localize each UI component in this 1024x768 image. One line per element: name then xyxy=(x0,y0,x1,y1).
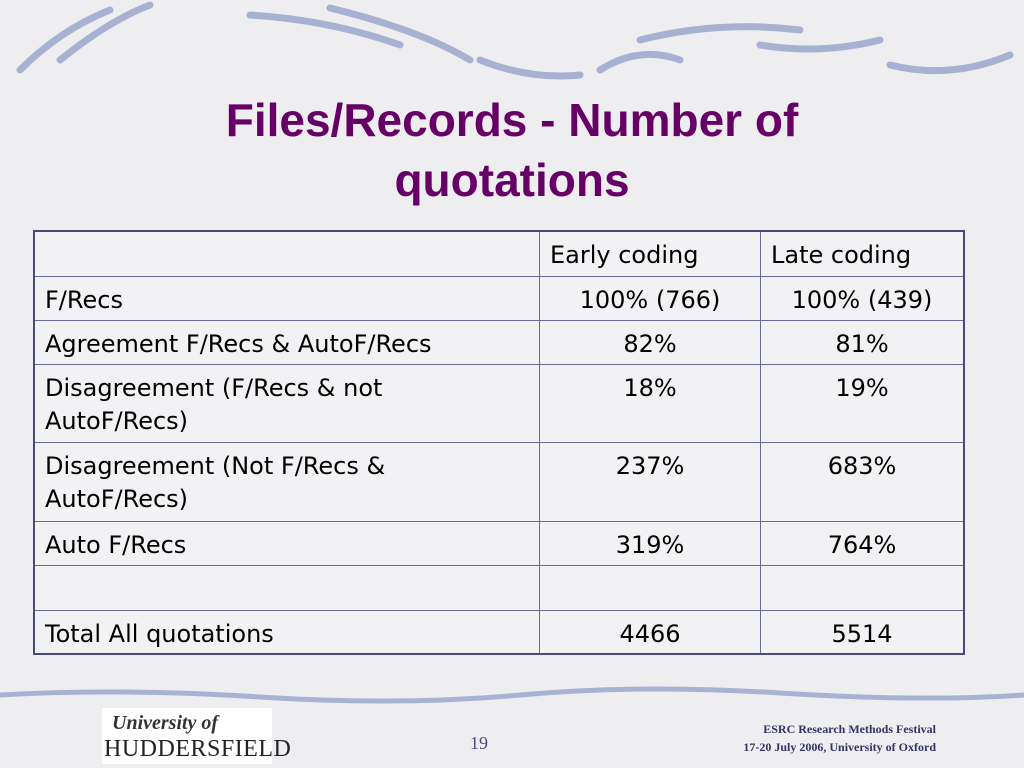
table-row xyxy=(33,564,965,611)
table-cell: 5514 xyxy=(760,609,965,655)
table-cell: 81% xyxy=(760,319,965,365)
table-row: F/Recs 100% (766) 100% (439) xyxy=(33,275,965,321)
table-cell xyxy=(33,230,540,277)
table-row: Total All quotations 4466 5514 xyxy=(33,609,965,655)
university-logo: University of HUDDERSFIELD xyxy=(102,708,291,764)
data-table: Early coding Late coding F/Recs 100% (766) 1… xyxy=(33,230,965,655)
table-cell: Late coding xyxy=(760,230,965,277)
table-cell: Auto F/Recs xyxy=(33,520,540,566)
table-row: Disagreement (Not F/Recs & AutoF/Recs) 23… xyxy=(33,441,965,522)
table-cell: 319% xyxy=(539,520,761,566)
table-cell: 18% xyxy=(539,363,761,443)
table-cell: F/Recs xyxy=(33,275,540,321)
table-cell: Total All quotations xyxy=(33,609,540,655)
table-cell: 237% xyxy=(539,441,761,522)
event-details: 17-20 July 2006, University of Oxford xyxy=(743,740,936,754)
table-row: Agreement F/Recs & AutoF/Recs 82% 81% xyxy=(33,319,965,365)
table-row: Disagreement (F/Recs & not AutoF/Recs) 18… xyxy=(33,363,965,443)
table-cell xyxy=(33,564,540,611)
table-cell: 764% xyxy=(760,520,965,566)
table-cell: Disagreement (Not F/Recs & AutoF/Recs) xyxy=(33,441,540,522)
table-cell: 100% (766) xyxy=(539,275,761,321)
event-name: ESRC Research Methods Festival xyxy=(763,722,936,736)
table-row: Early coding Late coding xyxy=(33,230,965,277)
table-cell: Early coding xyxy=(539,230,761,277)
table-cell: 4466 xyxy=(539,609,761,655)
table-cell xyxy=(539,564,761,611)
slide-title: Files/Records - Number of quotations xyxy=(225,94,799,206)
table-cell: 683% xyxy=(760,441,965,522)
logo-line: University of xyxy=(112,712,219,734)
page-number: 19 xyxy=(470,733,488,753)
table-cell: Agreement F/Recs & AutoF/Recs xyxy=(33,319,540,365)
table-cell xyxy=(760,564,965,611)
table-cell: Disagreement (F/Recs & not AutoF/Recs) xyxy=(33,363,540,443)
table-cell: 82% xyxy=(539,319,761,365)
table-cell: 19% xyxy=(760,363,965,443)
table-cell: 100% (439) xyxy=(760,275,965,321)
table-row: Auto F/Recs 319% 764% xyxy=(33,520,965,566)
logo-line: HUDDERSFIELD xyxy=(104,736,292,762)
